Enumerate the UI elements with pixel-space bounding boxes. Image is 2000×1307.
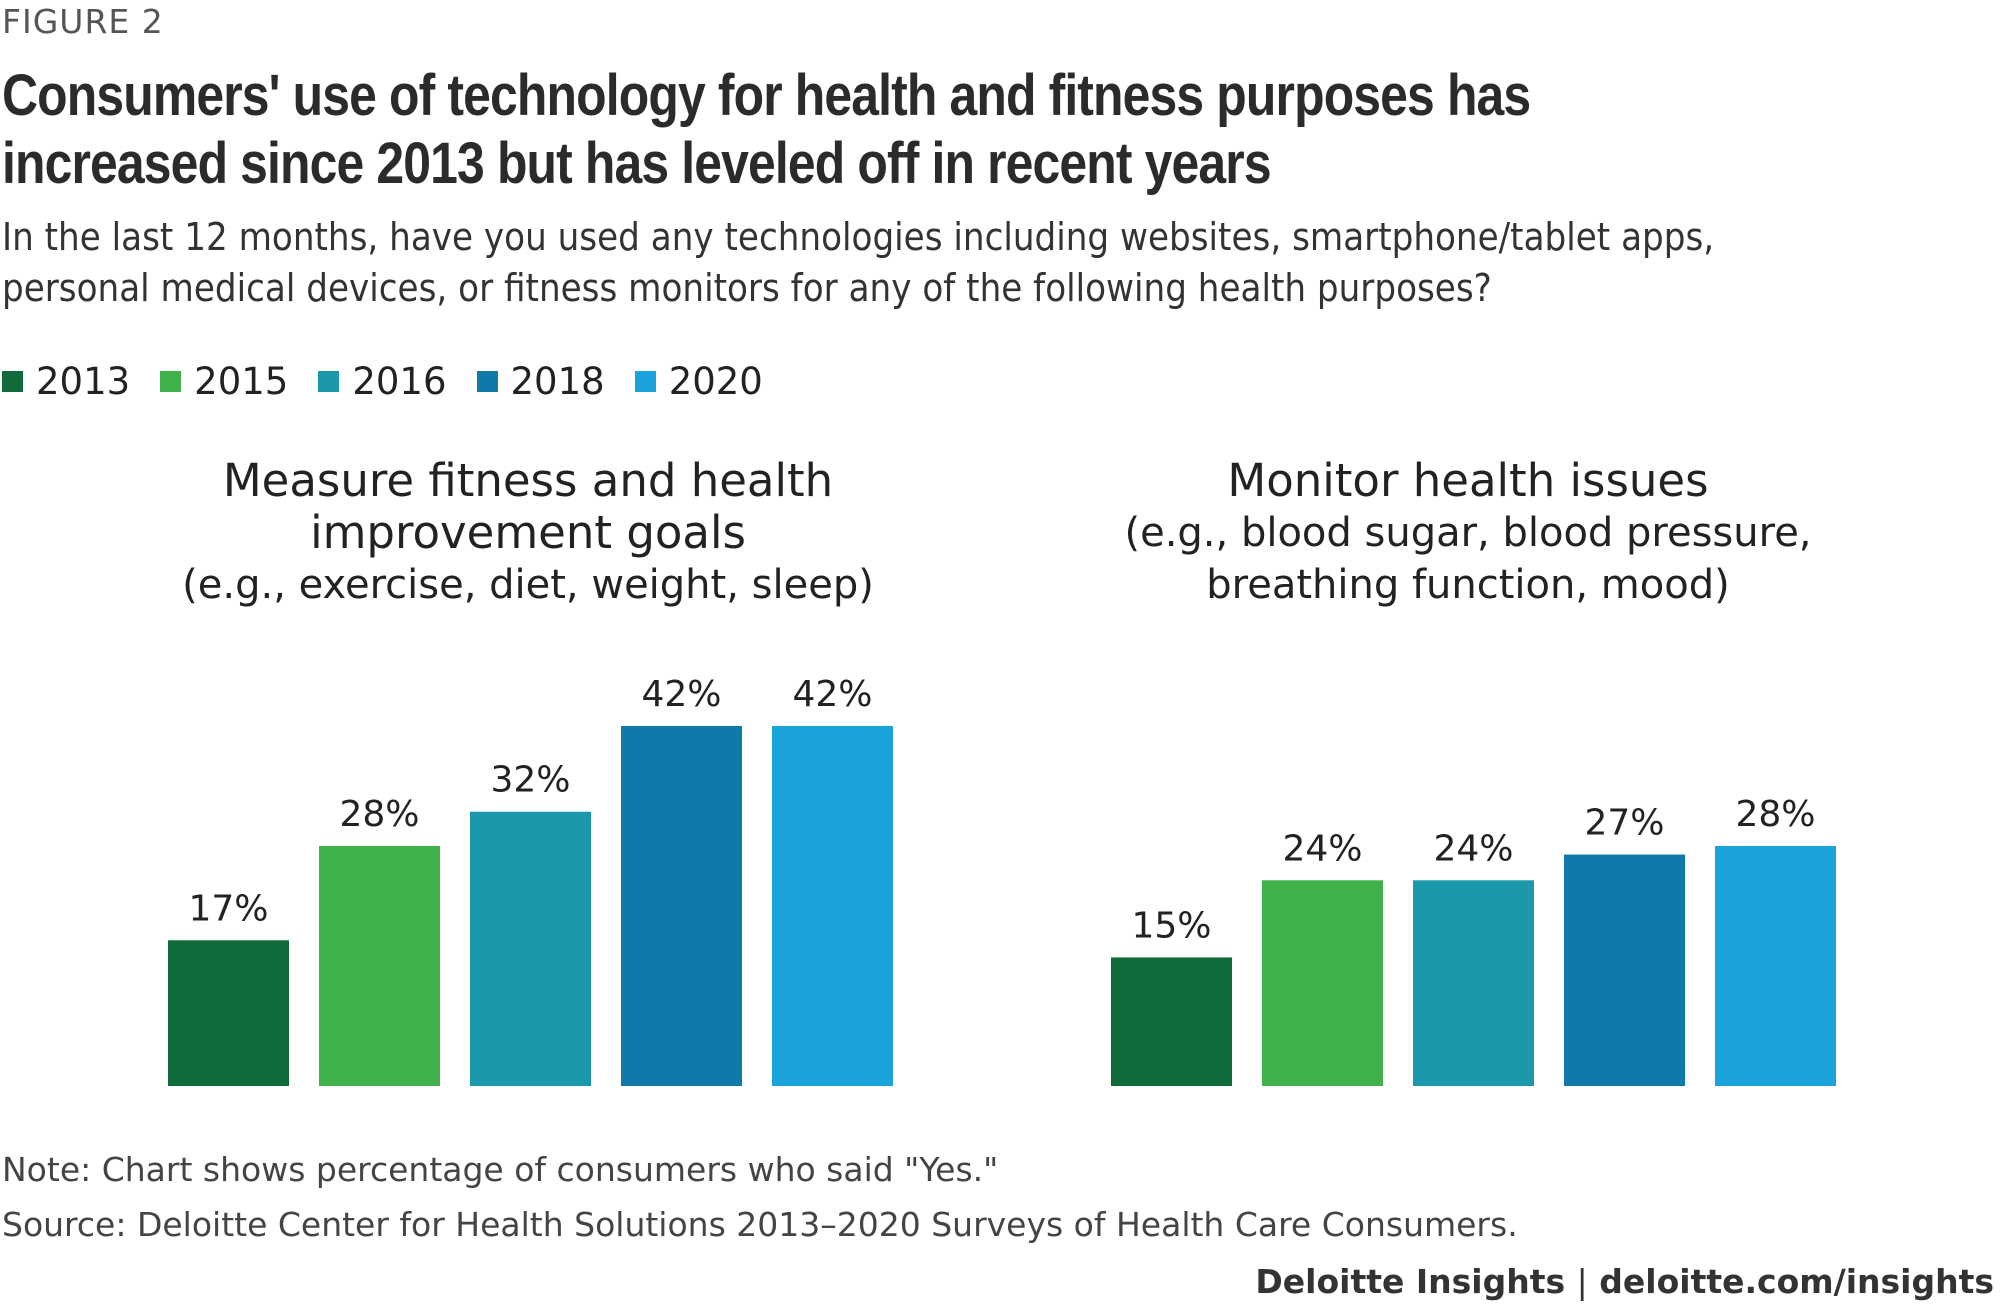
bar-fitness-2020 <box>772 726 893 1086</box>
bar-fitness-2013 <box>168 940 289 1086</box>
bar-monitor-2013 <box>1111 957 1232 1086</box>
panel-subtitle-line: breathing function, mood) <box>1206 562 1730 608</box>
panel-title-fitness: Measure fitness and health improvement g… <box>148 455 908 611</box>
panel-subtitle-line: (e.g., exercise, diet, weight, sleep) <box>182 562 874 608</box>
legend-label: 2013 <box>36 360 131 403</box>
legend: 2013 2015 2016 2018 2020 <box>2 360 793 403</box>
figure-label: FIGURE 2 <box>2 2 164 41</box>
bar-fitness-2018 <box>621 726 742 1086</box>
legend-item-2016: 2016 <box>318 360 447 403</box>
data-label: 42% <box>641 674 721 715</box>
data-label: 28% <box>339 794 419 835</box>
chart-note: Note: Chart shows percentage of consumer… <box>2 1150 999 1189</box>
data-label: 15% <box>1131 905 1211 946</box>
legend-swatch <box>318 371 340 392</box>
footer-url: deloitte.com/insights <box>1599 1262 1994 1301</box>
legend-swatch <box>476 371 498 392</box>
panel-title-monitor: Monitor health issues (e.g., blood sugar… <box>1088 455 1848 611</box>
data-label: 24% <box>1433 828 1513 869</box>
chart-subtitle: In the last 12 months, have you used any… <box>2 215 1715 310</box>
bar-monitor-2018 <box>1564 854 1685 1086</box>
chart-source: Source: Deloitte Center for Health Solut… <box>2 1205 1518 1244</box>
legend-item-2015: 2015 <box>160 360 288 403</box>
bar-fitness-2016 <box>470 811 591 1086</box>
footer: Deloitte Insights | deloitte.com/insight… <box>1255 1262 1994 1301</box>
legend-swatch <box>634 371 656 392</box>
data-label: 32% <box>490 760 570 801</box>
chart-title: Consumers' use of technology for health … <box>2 63 1531 196</box>
footer-separator: | <box>1576 1262 1588 1301</box>
legend-item-2018: 2018 <box>476 360 605 403</box>
bar-fitness-2015 <box>319 846 440 1086</box>
data-label: 24% <box>1282 828 1362 869</box>
footer-brand: Deloitte Insights <box>1255 1262 1566 1301</box>
panel-title-line: Monitor health issues <box>1227 454 1709 507</box>
panel-title-line: Measure fitness and health <box>222 454 834 507</box>
legend-swatch <box>160 371 182 392</box>
data-label: 42% <box>792 674 872 715</box>
legend-label: 2018 <box>510 360 605 403</box>
panel-title-line: improvement goals <box>310 506 746 559</box>
data-label: 27% <box>1584 803 1664 844</box>
data-label: 17% <box>188 888 268 929</box>
data-label: 28% <box>1735 794 1815 835</box>
legend-label: 2015 <box>194 360 289 403</box>
legend-label: 2020 <box>668 360 763 403</box>
legend-item-2013: 2013 <box>2 360 130 403</box>
legend-item-2020: 2020 <box>634 360 763 403</box>
panel-subtitle-line: (e.g., blood sugar, blood pressure, <box>1124 510 1812 556</box>
bar-monitor-2020 <box>1715 846 1836 1086</box>
bar-monitor-2015 <box>1262 880 1383 1086</box>
legend-label: 2016 <box>352 360 447 403</box>
bar-monitor-2016 <box>1413 880 1534 1086</box>
legend-swatch <box>2 371 23 392</box>
